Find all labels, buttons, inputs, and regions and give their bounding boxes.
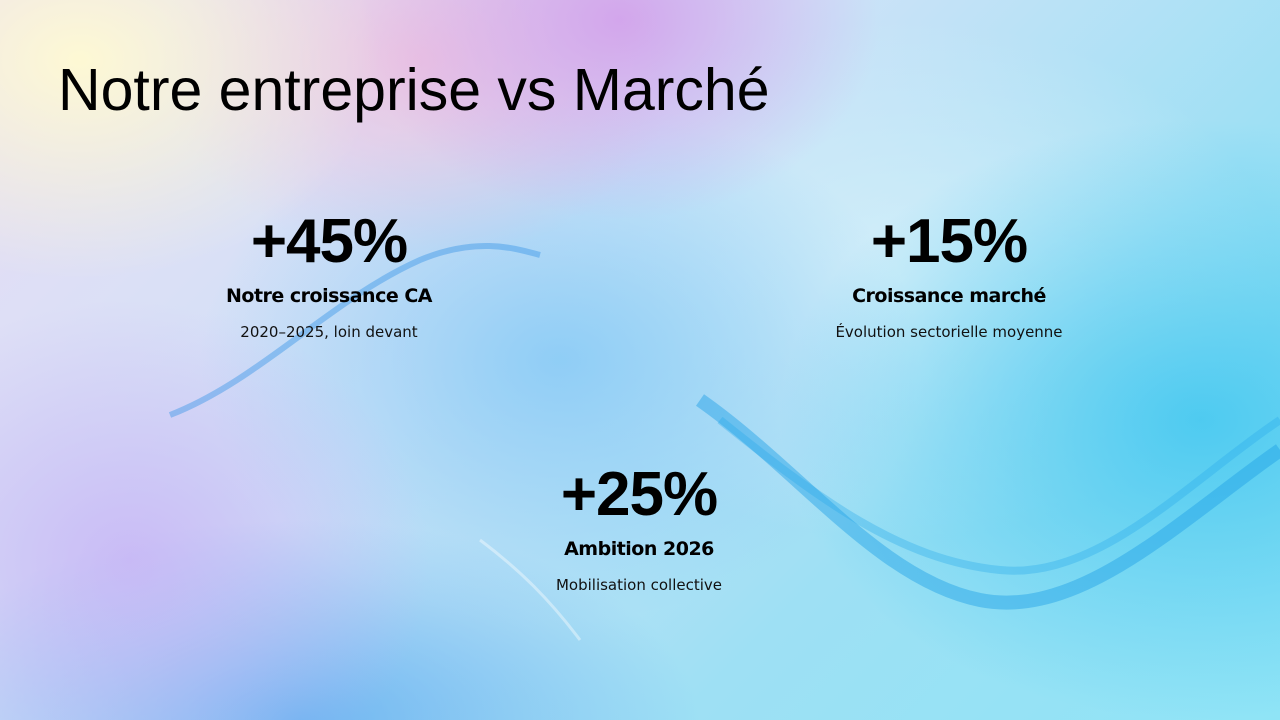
- stat-label: Ambition 2026: [564, 538, 714, 560]
- stat-value: +45%: [250, 207, 408, 276]
- slide-title: Notre entreprise vs Marché: [58, 57, 770, 123]
- stat-card: +25% Ambition 2026 Mobilisation collecti…: [429, 460, 849, 594]
- stat-value: +25%: [560, 460, 718, 529]
- stat-value: +15%: [870, 207, 1028, 276]
- stat-description: Évolution sectorielle moyenne: [835, 323, 1063, 341]
- stat-card: +45% Notre croissance CA 2020–2025, loin…: [119, 207, 539, 341]
- stat-card: +15% Croissance marché Évolution sectori…: [739, 207, 1159, 341]
- stat-description: Mobilisation collective: [555, 576, 723, 594]
- stat-label: Croissance marché: [852, 285, 1046, 307]
- stat-label: Notre croissance CA: [226, 285, 433, 307]
- stat-description: 2020–2025, loin devant: [240, 323, 418, 341]
